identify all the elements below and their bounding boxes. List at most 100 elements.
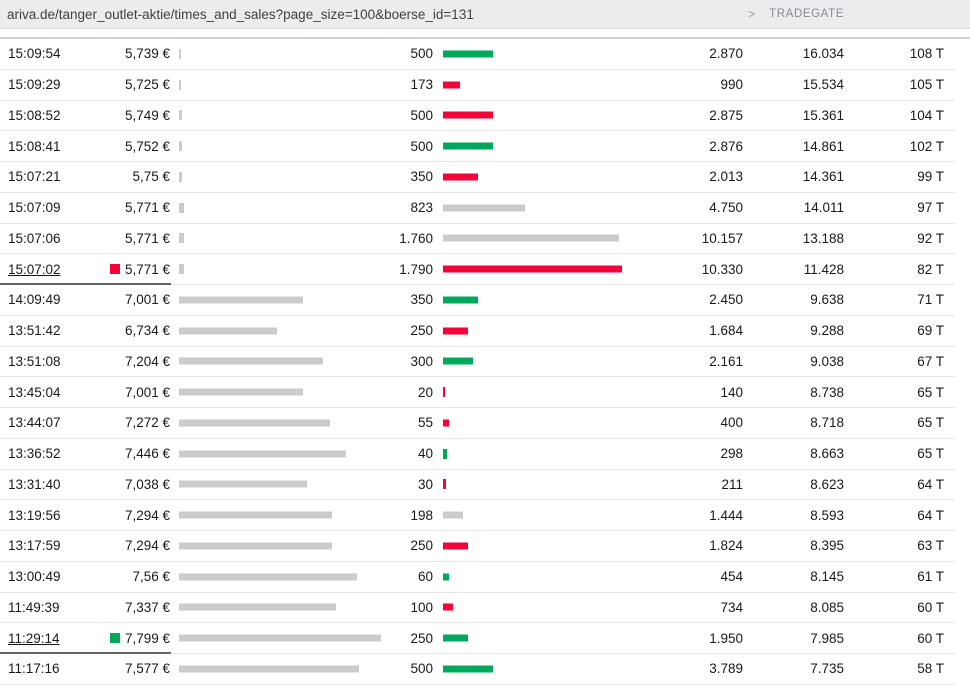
table-row[interactable]: 13:44:07 7,272 € 55 400 8.718 65 T [0,408,955,439]
trade-price: 6,734 € [55,316,170,346]
table-row[interactable]: 15:08:52 5,749 € 500 2.875 15.361 104 T [0,101,955,132]
cumulative-volume: 8.085 [810,599,844,615]
trade-price-text: 5,739 € [124,46,170,62]
volume-bar [443,142,493,150]
table-row[interactable]: 13:00:49 7,56 € 60 454 8.145 61 T [0,562,955,593]
trade-price: 5,771 € [55,224,170,254]
trade-count: 105 T [909,77,944,93]
trade-volume: 823 [410,200,433,216]
trade-volume: 100 [410,599,433,615]
volume-bar [443,357,473,365]
table-row[interactable]: 15:09:29 5,725 € 173 990 15.534 105 T [0,70,955,101]
trade-time[interactable]: 14:09:49 [8,292,61,308]
trade-count: 71 T [917,292,944,308]
table-row[interactable]: 13:45:04 7,001 € 20 140 8.738 65 T [0,377,955,408]
trade-count: 99 T [917,169,944,185]
trade-price: 5,739 € [55,39,170,69]
trade-value: 2.013 [709,169,743,185]
table-row[interactable]: 14:09:49 7,001 € 350 2.450 9.638 71 T [0,285,955,316]
trade-time[interactable]: 15:09:29 [8,77,61,93]
table-row[interactable]: 11:29:14 7,799 € 250 1.950 7.985 60 T [0,623,955,654]
table-row[interactable]: 13:31:40 7,038 € 30 211 8.623 64 T [0,470,955,501]
trade-time[interactable]: 15:08:41 [8,138,61,154]
trade-time[interactable]: 13:44:07 [8,415,61,431]
trade-value: 2.876 [709,138,743,154]
trade-volume: 500 [410,107,433,123]
trade-time[interactable]: 15:09:54 [8,46,61,62]
table-row[interactable]: 13:51:08 7,204 € 300 2.161 9.038 67 T [0,347,955,378]
table-row[interactable]: 11:17:16 7,577 € 500 3.789 7.735 58 T [0,654,955,685]
trade-volume: 250 [410,630,433,646]
trade-time[interactable]: 11:17:16 [8,661,60,677]
trade-price-text: 7,204 € [124,353,170,369]
chevron-right-icon: > [748,7,756,21]
trade-time[interactable]: 11:29:14 [8,630,60,646]
trade-value: 454 [720,569,743,585]
table-row[interactable]: 15:07:06 5,771 € 1.760 10.157 13.188 92 … [0,224,955,255]
table-row[interactable]: 15:08:41 5,752 € 500 2.876 14.861 102 T [0,131,955,162]
price-bar [179,79,181,90]
trade-volume: 20 [417,384,433,400]
trade-time[interactable]: 13:51:42 [8,323,61,339]
trade-price: 7,001 € [55,285,170,315]
price-bar [179,171,182,182]
trade-price-text: 7,001 € [124,292,170,308]
trade-time[interactable]: 11:49:39 [8,599,60,615]
exchange-label[interactable]: TRADEGATE [769,8,844,20]
trade-time[interactable]: 13:45:04 [8,384,61,400]
trade-time[interactable]: 13:31:40 [8,476,61,492]
table-row[interactable]: 13:17:59 7,294 € 250 1.824 8.395 63 T [0,531,955,562]
price-bar [179,419,330,427]
cumulative-volume: 15.361 [802,107,844,123]
volume-bar [443,234,619,242]
trade-volume: 250 [410,323,433,339]
trade-volume: 173 [410,77,433,93]
trade-price-text: 7,577 € [124,661,170,677]
trade-price: 5,725 € [55,70,170,100]
price-bar [179,573,357,581]
trade-time[interactable]: 13:00:49 [8,569,61,585]
table-row[interactable]: 11:49:39 7,337 € 100 734 8.085 60 T [0,593,955,624]
address-bar: ariva.de/tanger_outlet-aktie/times_and_s… [0,0,970,29]
marked-row-underline [0,652,171,654]
table-row[interactable]: 13:36:52 7,446 € 40 298 8.663 65 T [0,439,955,470]
trade-time[interactable]: 15:07:06 [8,230,61,246]
trade-time[interactable]: 13:19:56 [8,507,61,523]
table-row[interactable]: 15:07:09 5,771 € 823 4.750 14.011 97 T [0,193,955,224]
table-row[interactable]: 15:07:02 5,771 € 1.790 10.330 11.428 82 … [0,254,955,285]
table-row[interactable]: 13:19:56 7,294 € 198 1.444 8.593 64 T [0,500,955,531]
trade-time[interactable]: 15:07:09 [8,200,61,216]
trade-value: 2.875 [709,107,743,123]
trade-time[interactable]: 13:51:08 [8,353,61,369]
trade-time[interactable]: 13:17:59 [8,538,61,554]
trade-time[interactable]: 15:07:02 [8,261,61,277]
table-row[interactable]: 15:07:21 5,75 € 350 2.013 14.361 99 T [0,162,955,193]
table-row[interactable]: 15:09:54 5,739 € 500 2.870 16.034 108 T [0,39,955,70]
trade-price-text: 7,294 € [124,507,170,523]
price-bar [179,110,182,121]
trade-value: 10.330 [701,261,743,277]
price-bar [179,357,323,365]
trade-price-text: 5,75 € [132,169,170,185]
trade-time[interactable]: 15:08:52 [8,107,61,123]
cumulative-volume: 8.145 [810,569,844,585]
trade-count: 108 T [909,46,944,62]
trade-value: 1.950 [709,630,743,646]
trade-count: 60 T [917,599,944,615]
volume-bar [443,387,445,398]
table-row[interactable]: 13:51:42 6,734 € 250 1.684 9.288 69 T [0,316,955,347]
trade-time[interactable]: 15:07:21 [8,169,61,185]
page-url[interactable]: ariva.de/tanger_outlet-aktie/times_and_s… [7,6,474,22]
trade-price-text: 7,272 € [124,415,170,431]
trades-table: 15:09:54 5,739 € 500 2.870 16.034 108 T … [0,39,970,685]
trade-volume: 500 [410,46,433,62]
cumulative-volume: 15.534 [802,77,844,93]
direction-marker-icon [109,264,120,275]
trade-value: 2.870 [709,46,743,62]
trade-volume: 500 [410,661,433,677]
trade-time[interactable]: 13:36:52 [8,446,61,462]
price-bar [179,48,181,59]
cumulative-volume: 9.038 [810,353,844,369]
trade-volume: 198 [410,507,433,523]
trade-volume: 30 [417,476,433,492]
